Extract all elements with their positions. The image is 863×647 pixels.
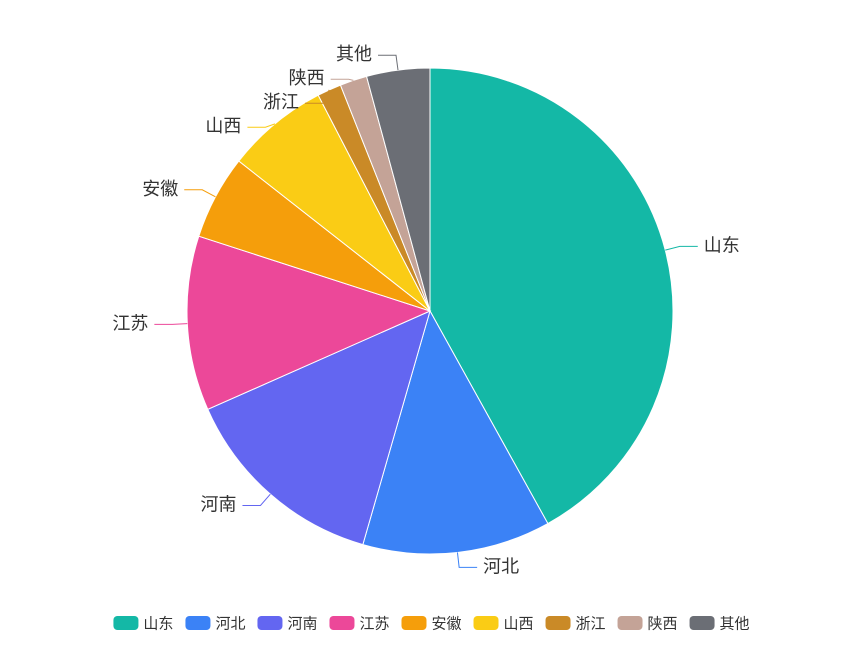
- slice-label: 山东: [704, 235, 740, 256]
- slice-label: 浙江: [263, 92, 299, 113]
- leader-line: [247, 123, 276, 128]
- legend-label: 陕西: [648, 615, 678, 633]
- legend-label: 其他: [720, 615, 750, 633]
- slice-label: 山西: [205, 116, 241, 137]
- legend-label: 浙江: [576, 615, 606, 633]
- pie-slice: [207, 310, 431, 546]
- legend-label: 河北: [215, 615, 245, 633]
- legend: 山东 河北 河南 江苏 安徽 山西 浙江 陕西 其他: [113, 615, 750, 633]
- pie-slice: [365, 67, 431, 312]
- legend-label: 山西: [504, 615, 534, 633]
- legend-swatch: [617, 616, 643, 630]
- slice-label: 其他: [336, 44, 372, 65]
- legend-label: 江苏: [359, 615, 389, 633]
- legend-label: 安徽: [431, 615, 461, 633]
- legend-swatch: [185, 616, 211, 630]
- legend-label: 山东: [143, 615, 173, 633]
- pie-slice: [362, 309, 549, 555]
- slice-label: 江苏: [112, 313, 148, 334]
- legend-swatch: [257, 616, 283, 630]
- legend-swatch: [329, 616, 355, 630]
- legend-label: 河南: [287, 615, 317, 633]
- leader-line: [330, 78, 354, 81]
- pie-slice: [238, 94, 431, 312]
- slice-label: 河南: [200, 494, 236, 515]
- leader-line: [242, 493, 271, 506]
- leader-line: [184, 189, 216, 198]
- legend-swatch: [113, 616, 139, 630]
- slice-label: 陕西: [289, 68, 325, 89]
- legend-swatch: [545, 616, 571, 630]
- slice-label: 河北: [483, 556, 519, 577]
- slice-label: 安徽: [142, 179, 178, 200]
- leader-line: [665, 245, 698, 251]
- pie-slice: [429, 67, 674, 525]
- legend-swatch: [401, 616, 427, 630]
- leader-line: [154, 323, 188, 325]
- leader-line: [378, 54, 399, 71]
- leader-line: [456, 552, 478, 568]
- legend-swatch: [689, 616, 715, 630]
- legend-swatch: [473, 616, 499, 630]
- leader-line: [304, 89, 330, 104]
